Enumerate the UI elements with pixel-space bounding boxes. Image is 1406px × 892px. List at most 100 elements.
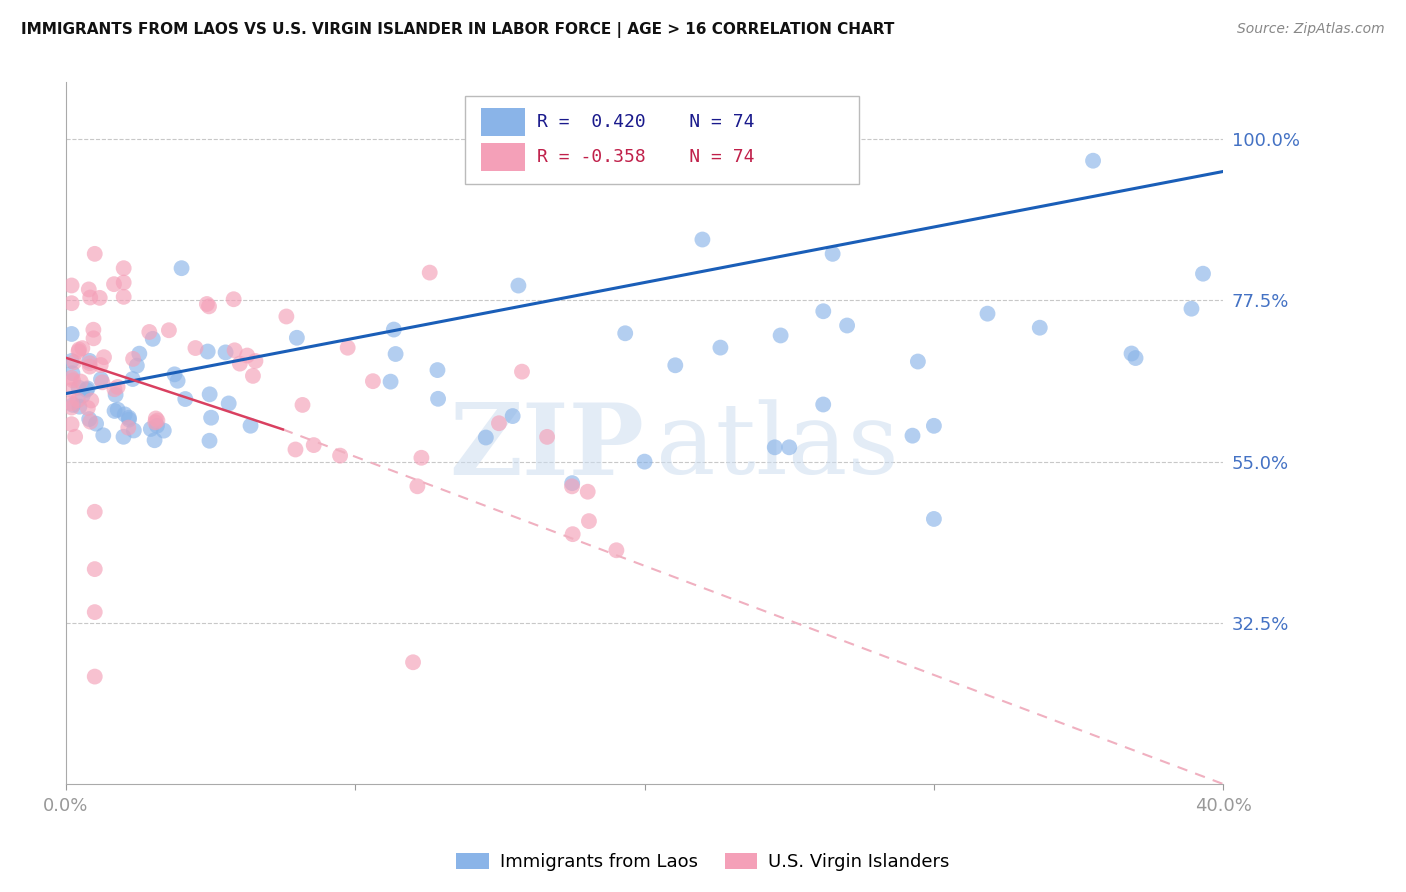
Point	[361, 374, 384, 388]
Point	[121, 372, 143, 386]
Bar	[481, 108, 526, 136]
Point	[128, 346, 150, 360]
Point	[561, 479, 583, 493]
Point	[605, 543, 627, 558]
Point	[835, 318, 858, 333]
Point	[103, 382, 125, 396]
Point	[118, 412, 141, 426]
Point	[60, 354, 83, 368]
Point	[419, 266, 441, 280]
Point	[67, 343, 90, 357]
Point	[114, 408, 136, 422]
Point	[67, 344, 90, 359]
Point	[1081, 153, 1104, 168]
Point	[79, 356, 101, 370]
Point	[107, 380, 129, 394]
Point	[1192, 267, 1215, 281]
Point	[163, 368, 186, 382]
Point	[138, 325, 160, 339]
Point	[302, 438, 325, 452]
Point	[922, 512, 945, 526]
Point	[91, 376, 114, 390]
Point	[239, 418, 262, 433]
Point	[84, 417, 107, 431]
Point	[83, 562, 105, 576]
Point	[83, 331, 105, 345]
Point	[145, 411, 167, 425]
Point	[107, 402, 129, 417]
Point	[664, 359, 686, 373]
Point	[157, 323, 180, 337]
Point	[90, 372, 112, 386]
Point	[488, 416, 510, 430]
Point	[66, 393, 89, 408]
Point	[200, 410, 222, 425]
Text: R = -0.358    N = 74: R = -0.358 N = 74	[537, 148, 755, 166]
Point	[112, 276, 135, 290]
Point	[426, 363, 449, 377]
Text: atlas: atlas	[657, 399, 898, 495]
Point	[77, 412, 100, 426]
Point	[813, 304, 835, 318]
Point	[329, 449, 352, 463]
Text: IMMIGRANTS FROM LAOS VS U.S. VIRGIN ISLANDER IN LABOR FORCE | AGE > 16 CORRELATI: IMMIGRANTS FROM LAOS VS U.S. VIRGIN ISLA…	[21, 22, 894, 38]
Point	[382, 322, 405, 336]
Point	[112, 290, 135, 304]
Point	[93, 350, 115, 364]
Text: Source: ZipAtlas.com: Source: ZipAtlas.com	[1237, 22, 1385, 37]
Point	[104, 388, 127, 402]
Point	[245, 354, 267, 368]
Point	[285, 331, 308, 345]
Point	[103, 404, 125, 418]
Point	[72, 388, 94, 402]
Point	[142, 332, 165, 346]
Point	[89, 291, 111, 305]
Point	[692, 233, 714, 247]
Point	[242, 368, 264, 383]
Point	[907, 354, 929, 368]
Point	[502, 409, 524, 423]
Point	[406, 479, 429, 493]
Point	[90, 358, 112, 372]
Point	[166, 374, 188, 388]
Point	[198, 387, 221, 401]
Point	[284, 442, 307, 457]
Bar	[481, 143, 526, 171]
Point	[122, 351, 145, 366]
Point	[80, 393, 103, 408]
Point	[276, 310, 298, 324]
Point	[146, 418, 169, 433]
Point	[475, 430, 498, 444]
Point	[536, 430, 558, 444]
Point	[76, 401, 98, 415]
Point	[63, 430, 86, 444]
Point	[1029, 320, 1052, 334]
Point	[83, 505, 105, 519]
Point	[60, 417, 83, 432]
Point	[91, 428, 114, 442]
Point	[411, 450, 433, 465]
Point	[380, 375, 402, 389]
Point	[508, 278, 530, 293]
Point	[1180, 301, 1202, 316]
Point	[139, 422, 162, 436]
Point	[76, 382, 98, 396]
Point	[60, 383, 83, 397]
Point	[291, 398, 314, 412]
Point	[633, 455, 655, 469]
Point	[82, 323, 104, 337]
Point	[60, 401, 83, 415]
Point	[79, 291, 101, 305]
Point	[229, 357, 252, 371]
Point	[77, 282, 100, 296]
Point	[79, 415, 101, 429]
Point	[117, 420, 139, 434]
Point	[152, 424, 174, 438]
Point	[67, 381, 90, 395]
Point	[72, 341, 94, 355]
Point	[143, 415, 166, 429]
Point	[427, 392, 450, 406]
Point	[763, 440, 786, 454]
Point	[197, 344, 219, 359]
Point	[60, 326, 83, 341]
